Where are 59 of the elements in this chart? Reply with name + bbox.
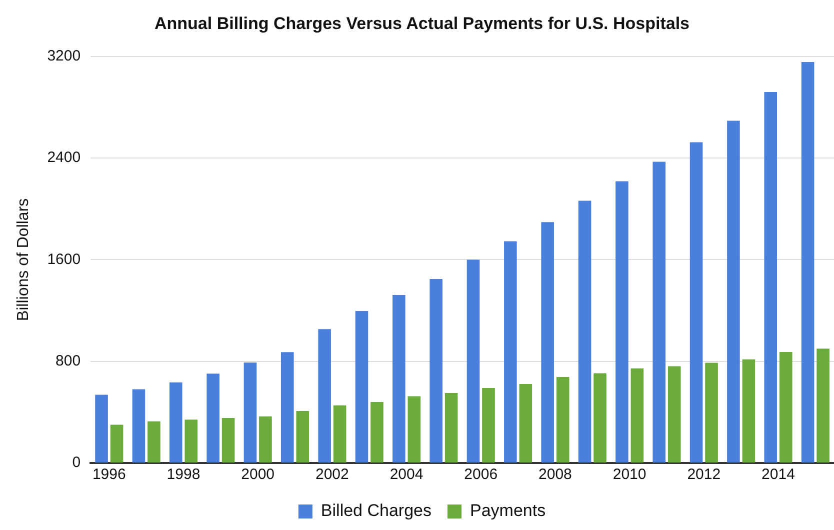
x-tick-label: 2006	[464, 466, 498, 484]
x-tick-label: 2004	[390, 466, 424, 484]
bar	[244, 362, 257, 462]
x-tick-label: 1998	[166, 466, 200, 484]
bar	[259, 416, 272, 462]
y-tick-label: 3200	[47, 48, 81, 65]
bar	[519, 384, 532, 462]
bar	[727, 120, 740, 462]
bar	[95, 394, 108, 462]
bar	[206, 374, 220, 462]
bar	[616, 181, 628, 462]
bar	[690, 142, 703, 462]
bar	[668, 366, 681, 462]
x-tick-label: 2010	[612, 466, 646, 484]
y-tick-label: 2400	[47, 149, 81, 166]
bar	[578, 200, 592, 462]
legend-label: Payments	[470, 501, 546, 520]
bar	[333, 405, 346, 462]
bar	[504, 241, 517, 462]
y-tick-label: 1600	[47, 250, 81, 268]
bar	[318, 329, 331, 462]
bar	[764, 92, 778, 462]
x-tick-label: 2000	[241, 466, 275, 484]
bar	[184, 420, 198, 462]
bar	[482, 388, 495, 462]
bar	[652, 162, 666, 462]
bar	[222, 418, 235, 462]
x-tick-label: 2002	[315, 466, 349, 484]
x-tick-label: 2014	[762, 466, 795, 484]
bar	[816, 348, 830, 462]
bar	[132, 389, 146, 462]
legend-label: Billed Charges	[320, 501, 432, 520]
bar	[280, 352, 294, 462]
bar	[801, 62, 814, 462]
bar	[110, 424, 124, 462]
bar	[630, 368, 644, 462]
bar	[392, 295, 406, 462]
bar	[430, 279, 442, 462]
bar	[779, 352, 792, 462]
bar	[705, 362, 718, 462]
x-tick-label: 2008	[538, 466, 572, 484]
bar	[148, 421, 160, 462]
bar	[296, 411, 310, 462]
bar	[408, 396, 421, 462]
bar	[370, 402, 384, 462]
x-tick-label: 2012	[687, 466, 721, 484]
bar	[169, 382, 182, 462]
bar	[742, 359, 756, 462]
y-tick-label: 0	[72, 454, 81, 472]
bar	[444, 392, 458, 462]
bar	[355, 311, 368, 462]
y-tick-label: 800	[56, 352, 81, 370]
y-axis-title: Billions of Dollars	[15, 198, 32, 322]
bar	[556, 376, 570, 462]
bar	[541, 222, 554, 462]
chart-title: Annual Billing Charges Versus Actual Payments for U.S. Hospitals	[154, 14, 690, 33]
bar	[594, 373, 606, 462]
x-tick-label: 1996	[92, 466, 126, 484]
bar	[466, 260, 480, 462]
